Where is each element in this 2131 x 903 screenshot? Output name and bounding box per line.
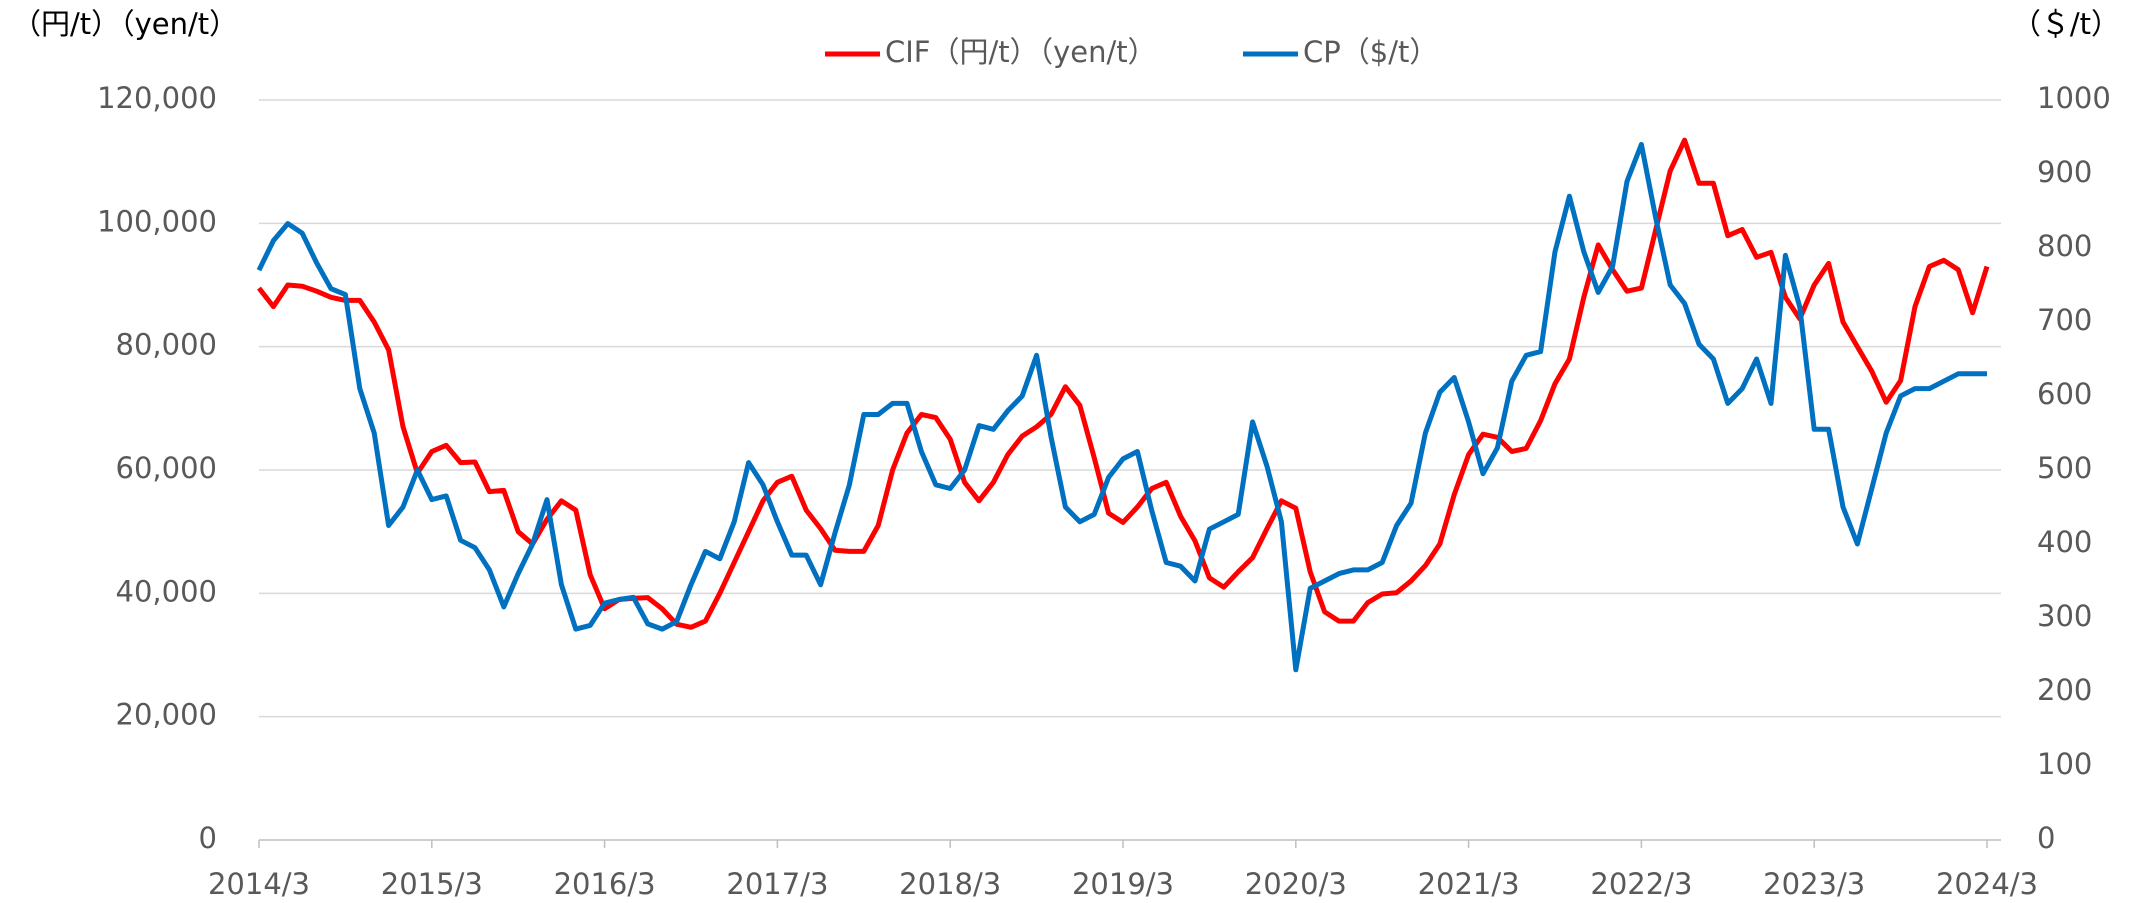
x-tick-label: 2020/3 <box>1245 867 1347 901</box>
y2-tick-label: 200 <box>2037 673 2092 707</box>
y-tick-label: 120,000 <box>97 81 217 115</box>
x-tick-label: 2017/3 <box>726 867 828 901</box>
x-tick-label: 2024/3 <box>1936 867 2038 901</box>
y-tick-label: 60,000 <box>116 451 217 485</box>
data-line <box>256 141 1987 673</box>
y-tick-label: 100,000 <box>97 204 217 238</box>
y2-tick-label: 400 <box>2037 525 2092 559</box>
y-tick-label: 0 <box>199 821 217 855</box>
x-tick-label: 2023/3 <box>1763 867 1865 901</box>
legend-label: CIF（円/t）（yen/t） <box>885 35 1157 69</box>
y-tick-label: 40,000 <box>116 574 217 608</box>
x-tick-label: 2014/3 <box>208 867 310 901</box>
x-tick-label: 2019/3 <box>1072 867 1174 901</box>
data-line <box>257 137 1990 630</box>
x-tick-label: 2015/3 <box>381 867 483 901</box>
y2-tick-label: 100 <box>2037 747 2092 781</box>
y2-tick-label: 800 <box>2037 229 2092 263</box>
y-tick-label: 80,000 <box>116 328 217 362</box>
y-tick-label: 20,000 <box>116 698 217 732</box>
y2-tick-label: 900 <box>2037 155 2092 189</box>
legend-label: CP（$/t） <box>1303 35 1438 69</box>
y2-tick-label: 300 <box>2037 599 2092 633</box>
y-axis-label: （円/t）（yen/t） <box>12 7 238 41</box>
x-tick-label: 2018/3 <box>899 867 1001 901</box>
x-tick-label: 2021/3 <box>1418 867 1520 901</box>
y2-tick-label: 500 <box>2037 451 2092 485</box>
y2-tick-label: 1000 <box>2037 81 2111 115</box>
x-tick-label: 2016/3 <box>554 867 656 901</box>
x-tick-label: 2022/3 <box>1590 867 1692 901</box>
y2-tick-label: 700 <box>2037 303 2092 337</box>
y2-axis-label: （＄/t） <box>2012 7 2120 41</box>
y2-tick-label: 600 <box>2037 377 2092 411</box>
y2-tick-label: 0 <box>2037 821 2055 855</box>
